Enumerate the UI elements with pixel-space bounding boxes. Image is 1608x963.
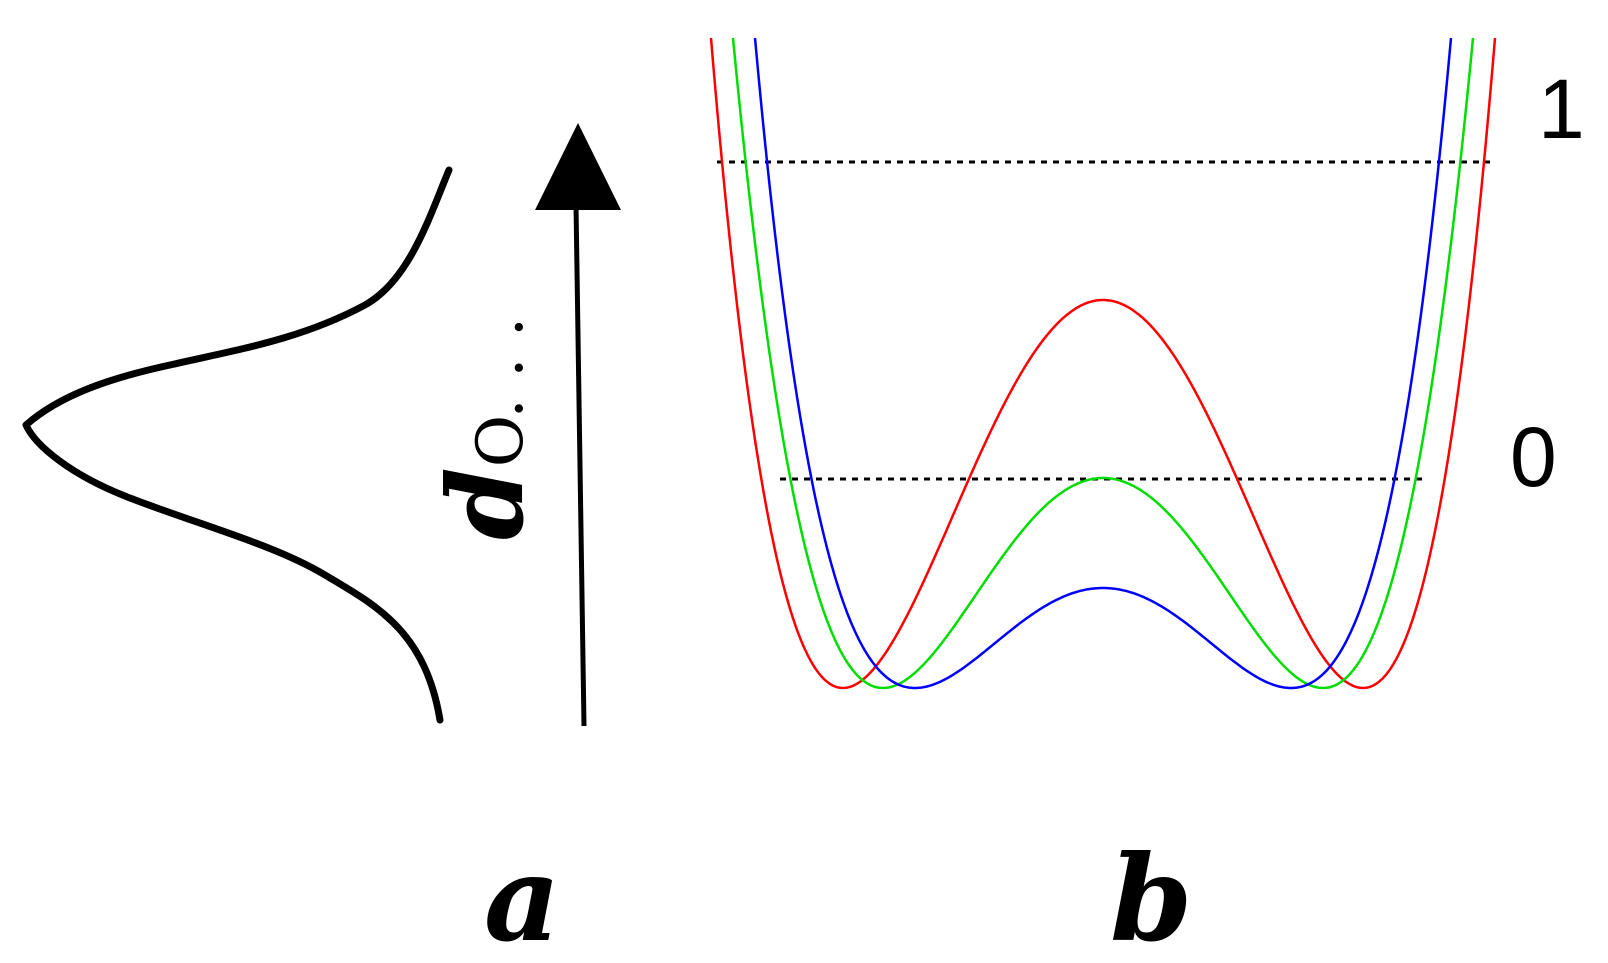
level-label-1: 1 — [1538, 62, 1585, 156]
arrow-shaft — [573, 204, 587, 727]
axis-variable: d — [424, 467, 547, 540]
distribution-curve — [22, 166, 453, 724]
axis-label: dO. . . — [424, 317, 547, 540]
axis-subscript: O. . . — [464, 317, 538, 467]
arrow-head — [535, 123, 621, 210]
panel-label-b: b — [1110, 829, 1193, 963]
double-well-curve-blue — [753, 37, 1453, 690]
level-label-0: 0 — [1510, 410, 1557, 504]
panel-label-a: a — [484, 829, 560, 963]
double-well-curve-red — [709, 37, 1497, 690]
svg-text:dO. . .: dO. . . — [424, 317, 547, 540]
double-well-curve-green — [731, 37, 1475, 690]
